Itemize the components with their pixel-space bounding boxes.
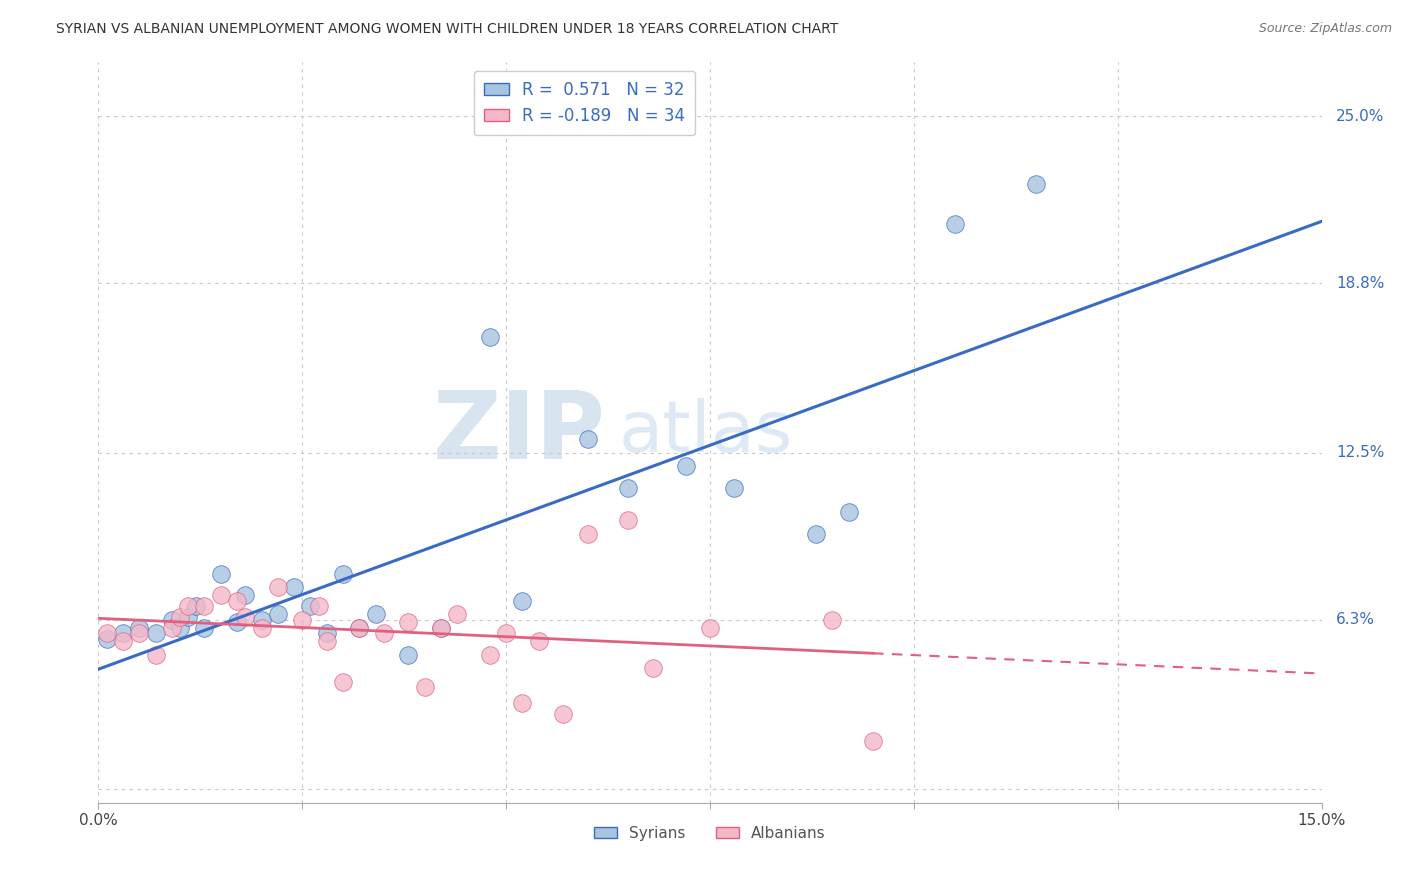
Point xyxy=(96,626,118,640)
Point xyxy=(617,513,640,527)
Point xyxy=(226,594,249,608)
Point xyxy=(267,581,290,595)
Point xyxy=(209,589,232,603)
Point xyxy=(209,566,232,581)
Point xyxy=(699,621,721,635)
Point xyxy=(723,481,745,495)
Point xyxy=(169,621,191,635)
Point xyxy=(373,626,395,640)
Point xyxy=(128,621,150,635)
Point xyxy=(111,634,134,648)
Point xyxy=(576,433,599,447)
Point xyxy=(111,626,134,640)
Point xyxy=(838,505,860,519)
Point xyxy=(250,613,273,627)
Point xyxy=(804,526,827,541)
Point xyxy=(299,599,322,614)
Point xyxy=(641,661,664,675)
Point xyxy=(576,526,599,541)
Point xyxy=(478,648,501,662)
Point xyxy=(233,610,256,624)
Legend: Syrians, Albanians: Syrians, Albanians xyxy=(588,820,832,847)
Point xyxy=(193,599,215,614)
Point xyxy=(862,734,884,748)
Point xyxy=(430,621,453,635)
Text: 18.8%: 18.8% xyxy=(1336,276,1385,291)
Point xyxy=(943,217,966,231)
Point xyxy=(193,621,215,635)
Point xyxy=(226,615,249,630)
Point xyxy=(527,634,550,648)
Point xyxy=(396,615,419,630)
Point xyxy=(675,459,697,474)
Point xyxy=(177,599,200,614)
Point xyxy=(291,613,314,627)
Point xyxy=(186,599,208,614)
Point xyxy=(478,330,501,344)
Text: 6.3%: 6.3% xyxy=(1336,612,1375,627)
Text: ZIP: ZIP xyxy=(433,386,606,479)
Point xyxy=(512,594,534,608)
Point xyxy=(553,706,575,721)
Point xyxy=(617,481,640,495)
Point xyxy=(315,634,337,648)
Point xyxy=(233,589,256,603)
Point xyxy=(160,613,183,627)
Point xyxy=(495,626,517,640)
Point xyxy=(308,599,330,614)
Point xyxy=(96,632,118,646)
Point xyxy=(160,621,183,635)
Point xyxy=(430,621,453,635)
Point xyxy=(250,621,273,635)
Point xyxy=(1025,177,1047,191)
Point xyxy=(267,607,290,622)
Point xyxy=(446,607,468,622)
Point xyxy=(364,607,387,622)
Point xyxy=(512,696,534,710)
Text: atlas: atlas xyxy=(619,398,793,467)
Text: 25.0%: 25.0% xyxy=(1336,109,1385,124)
Point xyxy=(169,610,191,624)
Point xyxy=(332,674,354,689)
Point xyxy=(821,613,844,627)
Point xyxy=(349,621,371,635)
Point xyxy=(315,626,337,640)
Text: 12.5%: 12.5% xyxy=(1336,445,1385,460)
Point xyxy=(283,581,305,595)
Point xyxy=(396,648,419,662)
Point xyxy=(332,566,354,581)
Point xyxy=(145,648,167,662)
Point xyxy=(177,610,200,624)
Point xyxy=(349,621,371,635)
Point xyxy=(128,626,150,640)
Point xyxy=(413,680,436,694)
Text: Source: ZipAtlas.com: Source: ZipAtlas.com xyxy=(1258,22,1392,36)
Text: SYRIAN VS ALBANIAN UNEMPLOYMENT AMONG WOMEN WITH CHILDREN UNDER 18 YEARS CORRELA: SYRIAN VS ALBANIAN UNEMPLOYMENT AMONG WO… xyxy=(56,22,838,37)
Point xyxy=(145,626,167,640)
